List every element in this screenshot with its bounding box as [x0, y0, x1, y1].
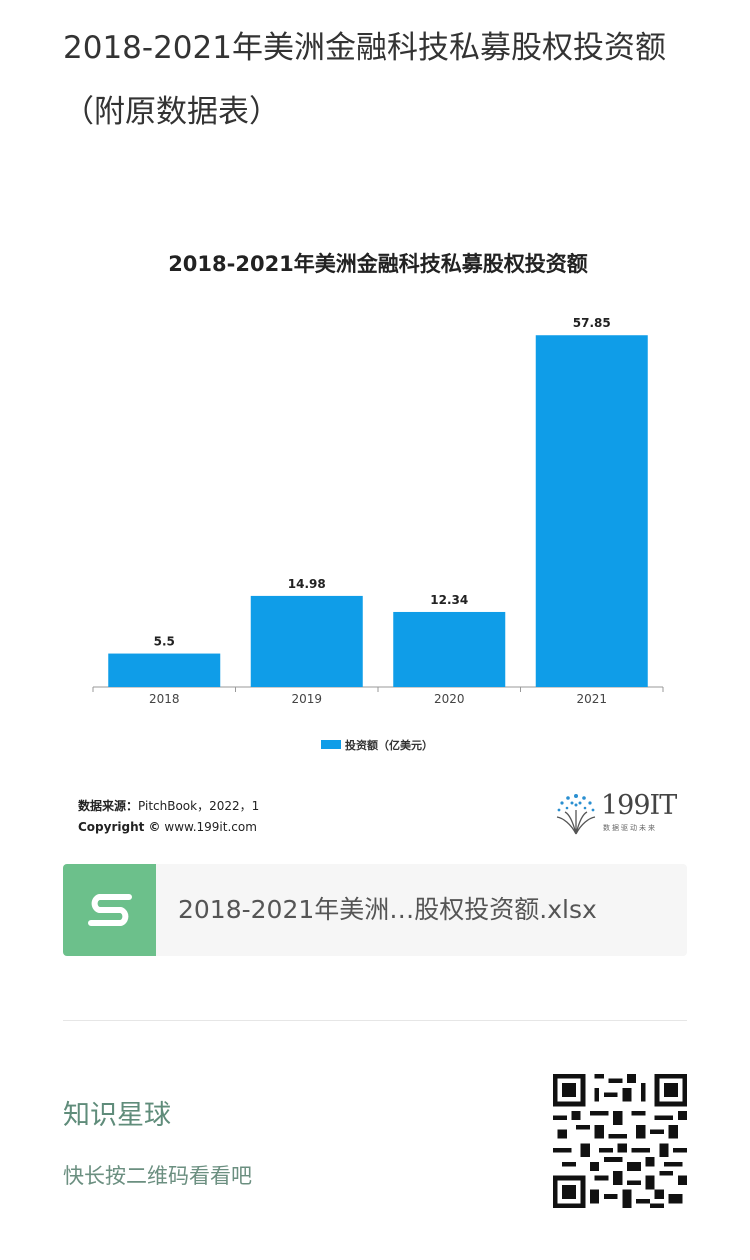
data-label: 12.34: [430, 593, 468, 607]
data-label: 14.98: [288, 577, 326, 591]
x-tick-label: 2020: [434, 692, 465, 706]
logo-subtitle: 数据驱动未来: [603, 824, 657, 832]
x-tick-label: 2021: [576, 692, 607, 706]
attachment-card[interactable]: 2018-2021年美洲…股权投资额.xlsx: [63, 864, 687, 956]
chart-title: 2018-2021年美洲金融科技私募股权投资额: [168, 252, 588, 276]
qr-code-icon[interactable]: [553, 1074, 687, 1208]
promo-title: 知识星球: [63, 1100, 171, 1131]
logo-dandelion-icon: [556, 794, 596, 835]
data-label: 57.85: [573, 316, 611, 330]
x-tick-label: 2018: [149, 692, 180, 706]
divider: [63, 1020, 687, 1021]
promo-subtitle: 快长按二维码看看吧: [63, 1164, 252, 1188]
chart-image: 5.5 2018 14.98 2019 12.34 2020 57.85 2021 投资额（亿美…: [63, 230, 693, 850]
legend-label: 投资额（亿美元）: [345, 738, 433, 752]
x-tick-label: 2019: [291, 692, 322, 706]
attachment-filename: 2018-2021年美洲…股权投资额.xlsx: [178, 895, 597, 924]
bar-chart: 5.5 2018 14.98 2019 12.34 2020 57.85 2021 投资额（亿美…: [92, 316, 664, 752]
data-label: 5.5: [154, 635, 175, 649]
bar: [108, 653, 221, 687]
source-text: PitchBook，2022，1: [138, 799, 260, 813]
199it-logo: 199IT 数据驱动未来: [553, 790, 683, 836]
bar: [535, 335, 648, 687]
chart-source: 数据来源：PitchBook，2022，1 Copyright © www.19…: [78, 796, 259, 838]
bar: [393, 611, 506, 687]
bar: [250, 595, 363, 687]
page-title: 2018-2021年美洲金融科技私募股权投资额（附原数据表）: [63, 30, 666, 130]
source-label: 数据来源：: [78, 799, 139, 813]
logo-text: 199IT: [601, 790, 677, 821]
spreadsheet-s-icon: [63, 864, 156, 956]
legend-swatch: [321, 740, 341, 749]
copyright-label: Copyright ©: [78, 820, 161, 834]
copyright-text: www.199it.com: [164, 820, 257, 834]
